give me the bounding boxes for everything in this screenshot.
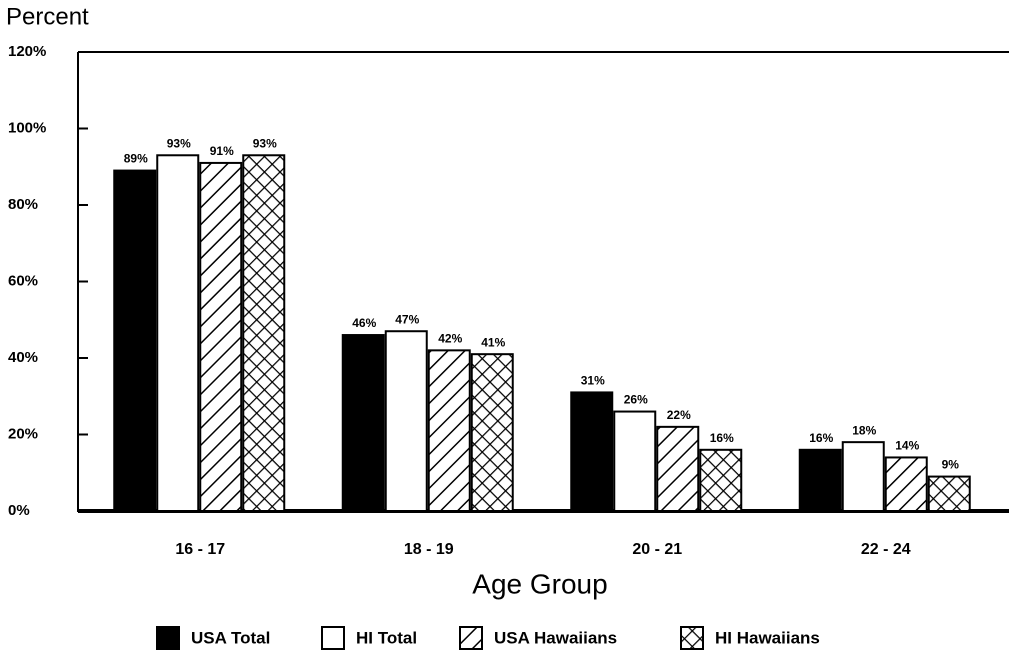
bar bbox=[656, 425, 700, 513]
bar bbox=[699, 448, 743, 512]
bar bbox=[613, 410, 657, 512]
value-label: 26% bbox=[624, 393, 648, 407]
value-label: 31% bbox=[581, 374, 605, 388]
value-label: 89% bbox=[124, 152, 148, 166]
y-tick-label: 20% bbox=[8, 425, 38, 442]
bar bbox=[113, 169, 157, 512]
bar bbox=[884, 456, 928, 513]
bar bbox=[570, 391, 614, 512]
value-label: 93% bbox=[253, 136, 277, 150]
y-tick-label: 60% bbox=[8, 272, 38, 289]
x-tick-label: 18 - 19 bbox=[404, 541, 454, 558]
legend-label: HI Total bbox=[356, 628, 417, 647]
value-label: 16% bbox=[710, 431, 734, 445]
legend-label: USA Total bbox=[191, 628, 270, 647]
legend-swatch bbox=[459, 626, 483, 650]
bar bbox=[384, 330, 428, 512]
y-axis-label: Percent bbox=[6, 3, 89, 30]
y-tick-label: 100% bbox=[8, 119, 46, 136]
y-tick-label: 120% bbox=[8, 43, 46, 60]
y-tick-label: 40% bbox=[8, 349, 38, 366]
bar bbox=[798, 448, 842, 512]
x-tick-label: 16 - 17 bbox=[175, 541, 225, 558]
value-label: 91% bbox=[210, 144, 234, 158]
value-label: 18% bbox=[852, 423, 876, 437]
value-label: 42% bbox=[438, 332, 462, 346]
bar bbox=[199, 161, 243, 513]
bar bbox=[427, 349, 471, 512]
value-label: 9% bbox=[942, 458, 960, 472]
value-label: 41% bbox=[481, 335, 505, 349]
bar bbox=[927, 475, 971, 513]
value-label: 22% bbox=[667, 408, 691, 422]
bar bbox=[841, 441, 885, 512]
bar bbox=[341, 334, 385, 512]
bar bbox=[242, 154, 286, 512]
legend-label: USA Hawaiians bbox=[494, 628, 617, 647]
legend-label: HI Hawaiians bbox=[715, 628, 820, 647]
bar bbox=[156, 154, 200, 512]
y-tick-label: 80% bbox=[8, 196, 38, 213]
value-label: 47% bbox=[395, 312, 419, 326]
y-tick-label: 0% bbox=[8, 502, 30, 519]
x-axis-label: Age Group bbox=[472, 568, 607, 599]
value-label: 93% bbox=[167, 136, 191, 150]
x-tick-label: 22 - 24 bbox=[861, 541, 911, 558]
legend-swatch bbox=[680, 626, 704, 650]
legend-swatch bbox=[321, 626, 345, 650]
value-label: 16% bbox=[809, 431, 833, 445]
legend-swatch bbox=[156, 626, 180, 650]
value-label: 46% bbox=[352, 316, 376, 330]
bar bbox=[470, 353, 514, 512]
x-tick-label: 20 - 21 bbox=[632, 541, 682, 558]
value-label: 14% bbox=[895, 439, 919, 453]
